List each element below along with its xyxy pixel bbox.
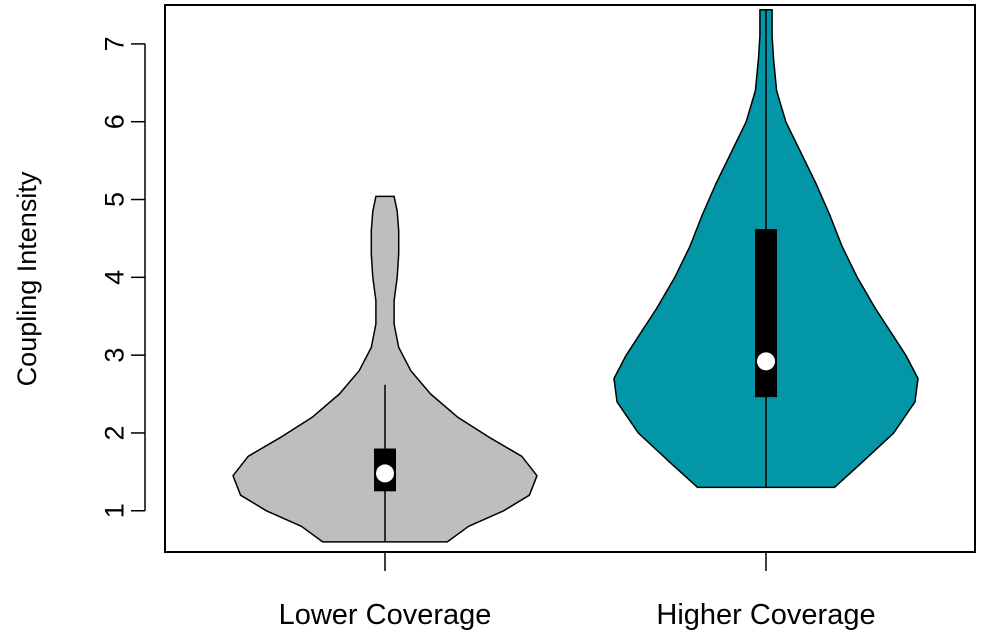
y-axis-title: Coupling Intensity bbox=[12, 171, 42, 386]
violin-layer bbox=[232, 8, 919, 543]
y-tick-label: 3 bbox=[99, 348, 129, 363]
violin-iqr-box bbox=[755, 229, 777, 398]
y-tick-label: 6 bbox=[99, 114, 129, 129]
y-tick-label: 1 bbox=[99, 503, 129, 518]
y-tick-label: 4 bbox=[99, 270, 129, 285]
x-category-label: Higher Coverage bbox=[656, 599, 875, 631]
x-category-label: Lower Coverage bbox=[279, 599, 492, 631]
plot-frame bbox=[164, 4, 976, 553]
y-axis: 1 2 3 4 5 6 7 bbox=[99, 36, 146, 518]
violin-body bbox=[232, 195, 538, 543]
y-tick-label: 7 bbox=[99, 36, 129, 51]
y-tick-label: 5 bbox=[99, 192, 129, 207]
violin-median-point bbox=[376, 464, 394, 483]
violin-median-point bbox=[757, 352, 775, 371]
x-axis: Lower Coverage Higher Coverage bbox=[279, 552, 876, 631]
y-tick-label: 2 bbox=[99, 425, 129, 440]
